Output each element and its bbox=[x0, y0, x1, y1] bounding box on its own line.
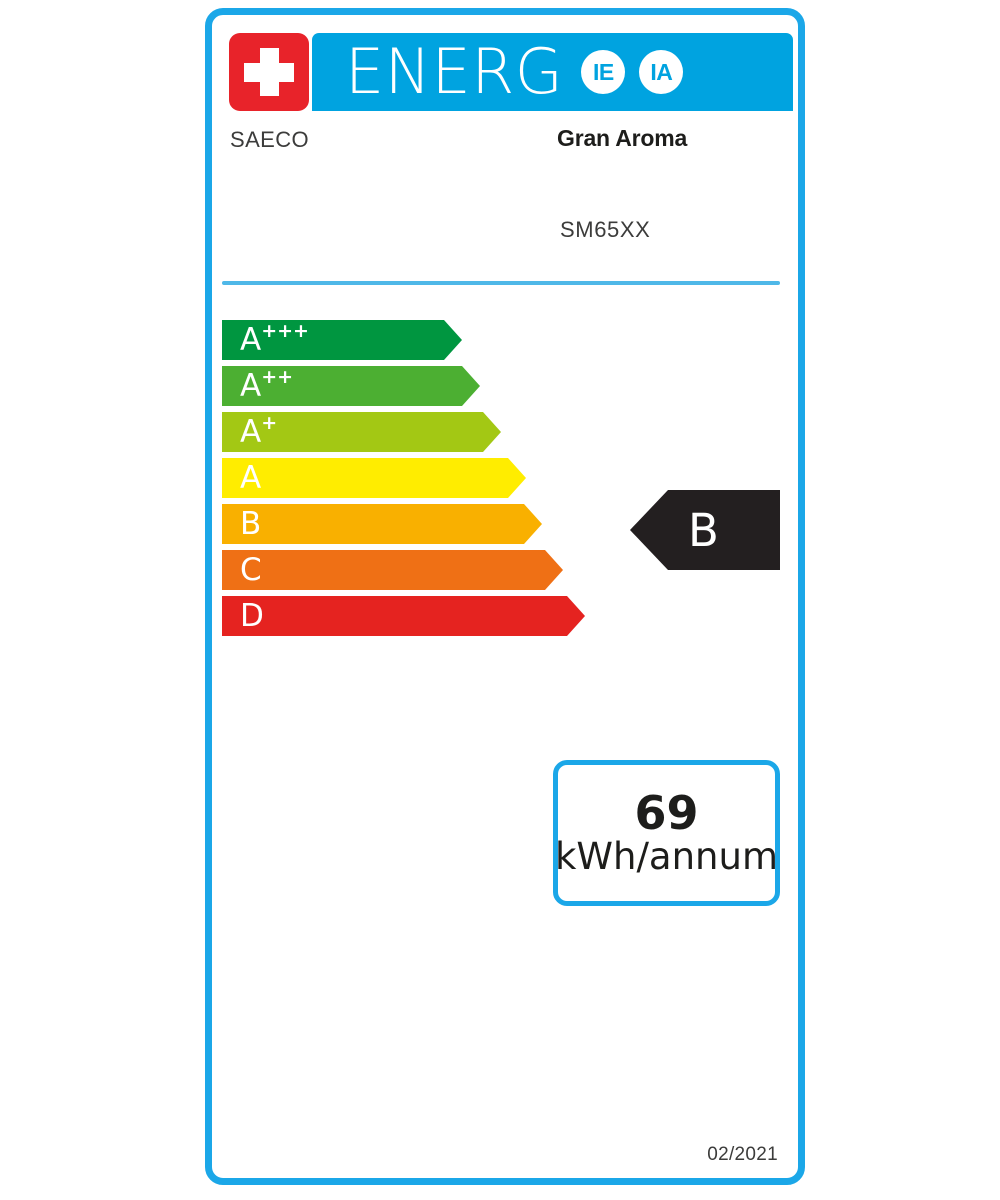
energy-class-letter: A + bbox=[240, 411, 278, 450]
energy-class-arrow-body: A ++ bbox=[222, 366, 462, 406]
rating-arrow-body: B bbox=[668, 490, 780, 570]
rating-class-letter: B bbox=[688, 503, 719, 557]
energy-class-arrow-a1: A + bbox=[222, 412, 501, 452]
model-name: SM65XX bbox=[560, 217, 651, 242]
range-circle-1: IE bbox=[581, 50, 626, 94]
energy-class-arrow-tip bbox=[567, 596, 585, 636]
energy-class-letter: A bbox=[240, 459, 262, 496]
regulation-date: 02/2021 bbox=[707, 1144, 778, 1165]
energy-class-letter: A +++ bbox=[240, 319, 309, 358]
consumption-box: 69 kWh/annum bbox=[553, 760, 780, 906]
energy-class-arrow-body: D bbox=[222, 596, 567, 636]
rating-arrow: B bbox=[630, 490, 780, 570]
energy-class-arrow-c: C bbox=[222, 550, 563, 590]
energy-class-arrow-tip bbox=[462, 366, 480, 406]
swiss-flag-icon bbox=[229, 33, 309, 111]
energy-class-arrow-tip bbox=[545, 550, 563, 590]
energy-class-plus: ++ bbox=[261, 365, 294, 388]
label-frame: ENERG IE IA SAECO Gran Aroma SM65XX A +++… bbox=[205, 8, 805, 1185]
energy-class-arrow-a2: A ++ bbox=[222, 366, 480, 406]
brand-name: SAECO bbox=[230, 127, 310, 152]
energy-class-arrow-body: A bbox=[222, 458, 508, 498]
energy-banner: ENERG IE IA bbox=[312, 33, 793, 111]
energy-class-arrow-a: A bbox=[222, 458, 526, 498]
header-divider bbox=[222, 281, 780, 285]
energy-class-arrow-body: C bbox=[222, 550, 545, 590]
energy-class-arrow-body: A + bbox=[222, 412, 483, 452]
energy-class-arrow-d: D bbox=[222, 596, 585, 636]
energy-class-arrow-tip bbox=[444, 320, 462, 360]
consumption-unit: kWh/annum bbox=[555, 834, 778, 878]
range-circle-2: IA bbox=[639, 50, 684, 94]
energ-wordmark: ENERG bbox=[345, 35, 564, 108]
energy-class-arrow-b: B bbox=[222, 504, 542, 544]
energy-class-plus: +++ bbox=[261, 319, 309, 342]
energy-class-arrow-tip bbox=[524, 504, 542, 544]
energy-class-arrow-body: A +++ bbox=[222, 320, 444, 360]
energy-class-letter: C bbox=[240, 551, 262, 588]
energy-class-letter: D bbox=[240, 597, 264, 634]
energy-class-letter: A ++ bbox=[240, 365, 294, 404]
swiss-cross-horizontal bbox=[244, 62, 294, 82]
consumption-value: 69 bbox=[634, 785, 699, 840]
product-name: Gran Aroma bbox=[557, 125, 688, 151]
rating-arrow-tip bbox=[630, 490, 668, 570]
energy-class-plus: + bbox=[261, 411, 278, 434]
energy-class-range-circles: IE IA bbox=[581, 50, 684, 94]
energy-class-arrow-body: B bbox=[222, 504, 524, 544]
energy-class-arrow-tip bbox=[508, 458, 526, 498]
energy-class-letter: B bbox=[240, 505, 262, 542]
energy-class-arrow-tip bbox=[483, 412, 501, 452]
energy-class-arrow-a3: A +++ bbox=[222, 320, 462, 360]
